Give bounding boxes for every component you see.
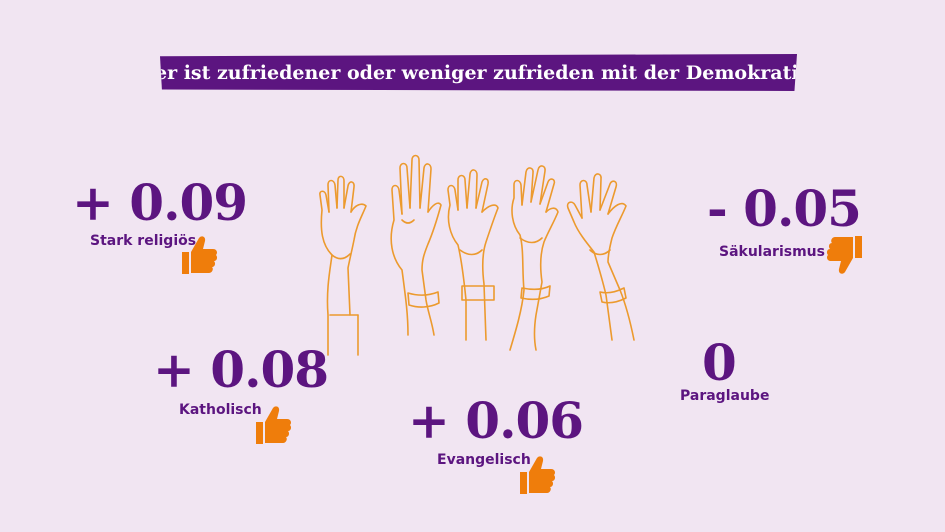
sakularismus-value: - 0.05 bbox=[707, 179, 862, 238]
thumbs-up-icon bbox=[256, 406, 292, 444]
paraglaube-value: 0 bbox=[702, 333, 737, 392]
hand-icon bbox=[319, 175, 367, 356]
evangelisch-value: + 0.06 bbox=[408, 391, 584, 450]
katholisch-value: + 0.08 bbox=[153, 340, 329, 399]
raised-hands-illustration bbox=[319, 154, 635, 356]
evangelisch-label: Evangelisch bbox=[437, 452, 531, 468]
stark-religios-value: + 0.09 bbox=[72, 173, 248, 232]
katholisch-label: Katholisch bbox=[179, 402, 262, 418]
hand-icon bbox=[390, 154, 442, 336]
thumbs-down-icon bbox=[826, 236, 862, 274]
hand-icon bbox=[566, 173, 635, 341]
paraglaube-label: Paraglaube bbox=[680, 388, 770, 404]
hand-icon bbox=[447, 169, 499, 341]
hand-icon bbox=[509, 165, 559, 351]
title-text: Wer ist zufriedener oder weniger zufried… bbox=[135, 61, 822, 84]
stark-religios-label: Stark religiös bbox=[90, 233, 197, 249]
thumbs-up-icon bbox=[182, 236, 218, 274]
sakularismus-label: Säkularismus bbox=[719, 244, 825, 260]
page-title: Wer ist zufriedener oder weniger zufried… bbox=[160, 54, 797, 91]
thumbs-up-icon bbox=[520, 456, 556, 494]
